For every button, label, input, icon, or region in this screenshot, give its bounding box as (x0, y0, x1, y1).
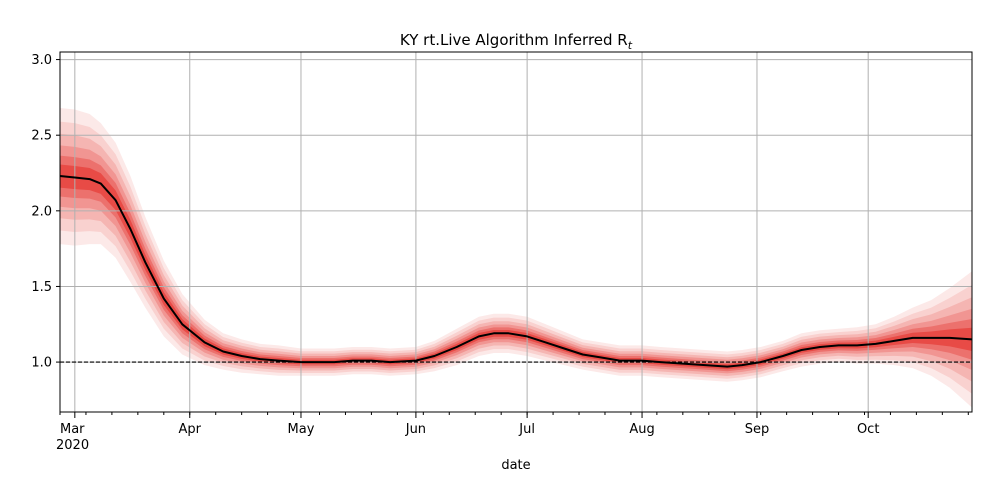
chart-title-subscript: t (628, 39, 633, 52)
x-tick-label-oct: Oct (857, 422, 879, 437)
x-tick-sublabel-year: 2020 (56, 438, 89, 453)
y-tick-label-2.0: 2.0 (31, 204, 52, 219)
y-tick-label-3.0: 3.0 (31, 53, 52, 68)
plot-frame (59, 51, 973, 413)
y-tick-label-1.5: 1.5 (31, 280, 52, 295)
y-tick-label-2.5: 2.5 (31, 129, 52, 144)
x-tick-label-apr: Apr (179, 422, 202, 437)
x-tick-label-jul: Jul (518, 422, 535, 437)
x-tick-label-jun: Jun (405, 422, 426, 437)
interval-band-1 (60, 108, 972, 408)
y-tick-label-1.0: 1.0 (31, 356, 52, 371)
chart-title: KY rt.Live Algorithm Inferred Rt (400, 31, 633, 52)
rt-median-line (59, 175, 973, 368)
interval-band-4 (60, 145, 972, 374)
x-tick-label-may: May (288, 422, 315, 437)
x-axis-label: date (501, 458, 530, 473)
x-tick-label-aug: Aug (629, 422, 654, 437)
chart-title-main: KY rt.Live Algorithm Inferred R (400, 31, 628, 49)
credible-interval-bands (60, 108, 972, 408)
interval-band-2 (60, 121, 972, 394)
x-tick-label-mar: Mar (60, 422, 85, 437)
x-tick-label-sep: Sep (745, 422, 770, 437)
rt-series (59, 175, 973, 368)
